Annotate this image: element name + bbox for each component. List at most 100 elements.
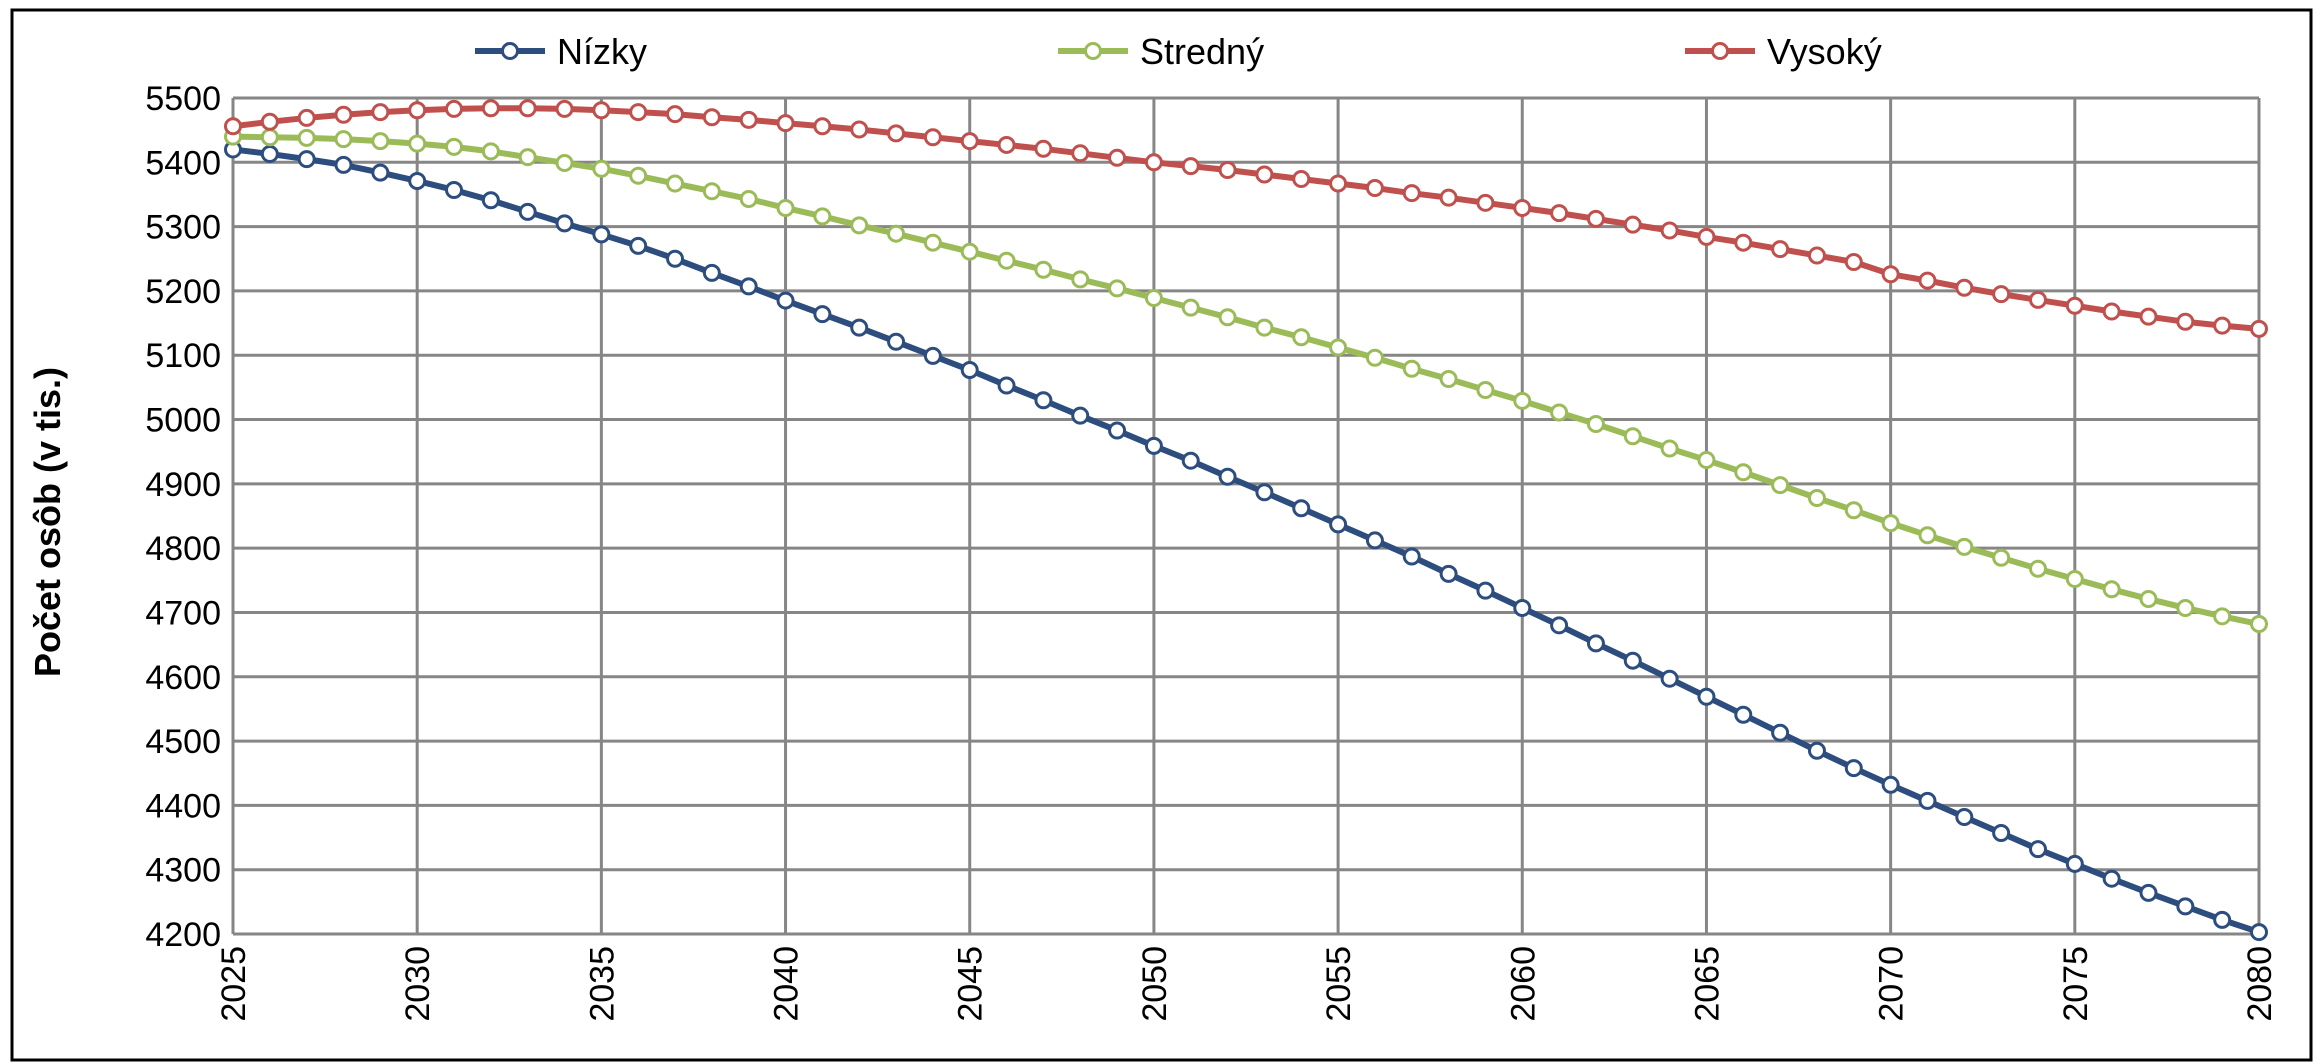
data-point xyxy=(923,346,942,365)
data-point xyxy=(1439,564,1458,583)
data-point xyxy=(1181,298,1200,317)
data-point xyxy=(850,318,869,337)
data-point xyxy=(1586,634,1605,653)
data-point xyxy=(1365,531,1384,550)
data-point xyxy=(260,128,279,147)
data-point xyxy=(2176,598,2195,617)
y-axis-title: Počet osôb (v tis.) xyxy=(27,367,68,677)
data-point xyxy=(1697,227,1716,246)
data-point xyxy=(960,242,979,261)
legend-item: Vysoký xyxy=(1685,31,1882,72)
data-point xyxy=(1144,436,1163,455)
data-point xyxy=(960,132,979,151)
data-point xyxy=(1365,179,1384,198)
data-point xyxy=(592,101,611,120)
data-point xyxy=(2176,897,2195,916)
data-point xyxy=(887,332,906,351)
data-point xyxy=(850,120,869,139)
legend-item: Nízky xyxy=(475,31,647,72)
legend-label: Stredný xyxy=(1140,31,1264,72)
data-point xyxy=(1034,139,1053,158)
data-point xyxy=(1844,759,1863,778)
data-point xyxy=(629,166,648,185)
data-point xyxy=(1255,483,1274,502)
data-point xyxy=(2139,307,2158,326)
data-point xyxy=(592,225,611,244)
data-point xyxy=(2065,854,2084,873)
x-tick-label: 2025 xyxy=(215,946,253,1022)
data-point xyxy=(1255,318,1274,337)
data-point xyxy=(887,224,906,243)
x-tick-label: 2030 xyxy=(399,946,437,1022)
data-point xyxy=(1071,406,1090,425)
data-point xyxy=(481,142,500,161)
series-nizky xyxy=(224,140,2268,942)
data-point xyxy=(297,150,316,169)
y-tick-label: 4900 xyxy=(145,466,221,504)
data-point xyxy=(2065,296,2084,315)
data-point xyxy=(1771,476,1790,495)
data-point xyxy=(666,249,685,268)
y-tick-label: 4800 xyxy=(145,530,221,568)
data-point xyxy=(813,117,832,136)
data-point xyxy=(1955,537,1974,556)
y-tick-label: 4700 xyxy=(145,594,221,632)
data-point xyxy=(592,159,611,178)
data-point xyxy=(297,108,316,127)
data-point xyxy=(1255,165,1274,184)
data-point xyxy=(408,134,427,153)
data-point xyxy=(2139,589,2158,608)
data-point xyxy=(1918,791,1937,810)
data-point xyxy=(1292,328,1311,347)
data-point xyxy=(702,263,721,282)
data-point xyxy=(776,291,795,310)
data-point xyxy=(1071,144,1090,163)
x-tick-label: 2035 xyxy=(583,946,621,1022)
data-point xyxy=(518,99,537,118)
data-point xyxy=(2065,570,2084,589)
y-tick-label: 5500 xyxy=(145,80,221,118)
data-point xyxy=(1955,807,1974,826)
data-point xyxy=(1402,547,1421,566)
data-point xyxy=(1660,221,1679,240)
legend-swatch-marker xyxy=(1711,42,1729,60)
data-point xyxy=(334,105,353,124)
data-point xyxy=(1402,184,1421,203)
data-point xyxy=(1329,515,1348,534)
y-tick-label: 4500 xyxy=(145,723,221,761)
data-point xyxy=(1623,651,1642,670)
data-point xyxy=(1292,499,1311,518)
data-point xyxy=(1181,157,1200,176)
tick-labels: 4200 4300 4400 4500 4600 4700 4800 4900 5000 5100… xyxy=(145,80,2279,1022)
data-point xyxy=(1513,598,1532,617)
data-point xyxy=(1329,338,1348,357)
data-point xyxy=(1918,526,1937,545)
data-point xyxy=(1218,308,1237,327)
data-point xyxy=(1734,705,1753,724)
x-tick-label: 2060 xyxy=(1504,946,1542,1022)
data-point xyxy=(445,180,464,199)
data-point xyxy=(1144,153,1163,172)
data-point xyxy=(1771,723,1790,742)
data-point xyxy=(887,124,906,143)
data-point xyxy=(813,207,832,226)
legend: Nízky Stredný Vysoký xyxy=(475,31,1882,72)
data-point xyxy=(2028,840,2047,859)
x-tick-label: 2080 xyxy=(2241,946,2279,1022)
data-point xyxy=(629,236,648,255)
data-point xyxy=(1623,215,1642,234)
data-point xyxy=(2028,559,2047,578)
data-point xyxy=(371,163,390,182)
legend-label: Vysoký xyxy=(1767,31,1882,72)
data-point xyxy=(2213,910,2232,929)
data-point xyxy=(1844,252,1863,271)
data-point xyxy=(1697,687,1716,706)
data-point xyxy=(1550,616,1569,635)
data-point xyxy=(629,103,648,122)
data-point xyxy=(334,155,353,174)
data-point xyxy=(1218,467,1237,486)
data-point xyxy=(555,99,574,118)
data-point xyxy=(1807,246,1826,265)
y-tick-label: 5300 xyxy=(145,209,221,247)
